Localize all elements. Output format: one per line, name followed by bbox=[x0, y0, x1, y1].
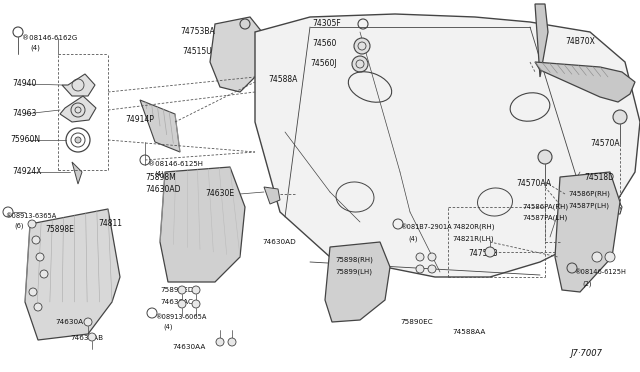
Circle shape bbox=[84, 318, 92, 326]
Polygon shape bbox=[140, 100, 180, 152]
Text: 74914P: 74914P bbox=[125, 115, 154, 125]
Text: 74586PA(RH): 74586PA(RH) bbox=[522, 204, 568, 210]
Text: 74820R(RH): 74820R(RH) bbox=[452, 224, 495, 230]
Circle shape bbox=[416, 265, 424, 273]
Text: (4): (4) bbox=[30, 45, 40, 51]
Polygon shape bbox=[264, 187, 280, 204]
Circle shape bbox=[613, 110, 627, 124]
Text: 74570A: 74570A bbox=[590, 140, 620, 148]
Text: 74821R(LH): 74821R(LH) bbox=[452, 236, 493, 242]
Polygon shape bbox=[535, 62, 635, 102]
Text: (6): (6) bbox=[14, 223, 24, 229]
Text: ®081B7-2901A: ®081B7-2901A bbox=[400, 224, 452, 230]
Circle shape bbox=[88, 333, 96, 341]
Circle shape bbox=[228, 338, 236, 346]
Text: 74753B: 74753B bbox=[468, 250, 497, 259]
Text: 75960N: 75960N bbox=[10, 135, 40, 144]
Polygon shape bbox=[210, 17, 265, 92]
Circle shape bbox=[32, 236, 40, 244]
Text: 74811: 74811 bbox=[98, 219, 122, 228]
Text: (2): (2) bbox=[582, 281, 591, 287]
Text: 74963: 74963 bbox=[12, 109, 36, 119]
Text: 74630AD: 74630AD bbox=[145, 185, 180, 193]
Text: 74586P(RH): 74586P(RH) bbox=[568, 191, 610, 197]
Circle shape bbox=[538, 150, 552, 164]
Circle shape bbox=[178, 286, 186, 294]
Text: 74630AC: 74630AC bbox=[160, 299, 193, 305]
Text: ®08146-6125H: ®08146-6125H bbox=[148, 161, 203, 167]
Circle shape bbox=[416, 253, 424, 261]
Text: 74560: 74560 bbox=[312, 39, 337, 48]
Text: (4): (4) bbox=[163, 324, 173, 330]
Text: 74518D: 74518D bbox=[584, 173, 614, 182]
Polygon shape bbox=[160, 167, 245, 282]
Text: 75898E: 75898E bbox=[45, 224, 74, 234]
Circle shape bbox=[192, 286, 200, 294]
Circle shape bbox=[485, 247, 495, 257]
Circle shape bbox=[178, 300, 186, 308]
Text: ®08913-6365A: ®08913-6365A bbox=[5, 213, 56, 219]
Circle shape bbox=[354, 38, 370, 54]
Text: 75898M: 75898M bbox=[145, 173, 176, 182]
Circle shape bbox=[36, 253, 44, 261]
Text: 74588A: 74588A bbox=[268, 76, 298, 84]
Text: 74630A: 74630A bbox=[55, 319, 83, 325]
Circle shape bbox=[29, 288, 37, 296]
Text: 74630AD: 74630AD bbox=[262, 239, 296, 245]
Text: 74305F: 74305F bbox=[312, 19, 340, 29]
Circle shape bbox=[34, 303, 42, 311]
Circle shape bbox=[428, 253, 436, 261]
Text: 74630AA: 74630AA bbox=[172, 344, 205, 350]
Circle shape bbox=[28, 220, 36, 228]
Text: 74587PA(LH): 74587PA(LH) bbox=[522, 215, 567, 221]
Text: ®08146-6162G: ®08146-6162G bbox=[22, 35, 77, 41]
Circle shape bbox=[605, 252, 615, 262]
Text: 75898ED: 75898ED bbox=[160, 287, 193, 293]
Polygon shape bbox=[72, 162, 82, 184]
Circle shape bbox=[592, 252, 602, 262]
Text: 74924X: 74924X bbox=[12, 167, 42, 176]
Polygon shape bbox=[25, 209, 120, 340]
Text: 74515U: 74515U bbox=[182, 48, 212, 57]
Polygon shape bbox=[325, 242, 390, 322]
Text: 75890EC: 75890EC bbox=[400, 319, 433, 325]
Polygon shape bbox=[62, 74, 95, 96]
Text: J7·7007: J7·7007 bbox=[570, 350, 602, 359]
Text: 74587P(LH): 74587P(LH) bbox=[568, 203, 609, 209]
Polygon shape bbox=[535, 4, 548, 77]
Text: 74560J: 74560J bbox=[310, 60, 337, 68]
Text: (4): (4) bbox=[408, 236, 417, 242]
Text: 74630AB: 74630AB bbox=[70, 335, 103, 341]
Polygon shape bbox=[60, 96, 96, 122]
Circle shape bbox=[75, 137, 81, 143]
Text: 75899(LH): 75899(LH) bbox=[335, 269, 372, 275]
Circle shape bbox=[216, 338, 224, 346]
Text: 74588AA: 74588AA bbox=[452, 329, 485, 335]
Text: (4): (4) bbox=[154, 171, 164, 177]
Circle shape bbox=[40, 270, 48, 278]
Text: 74B70X: 74B70X bbox=[565, 38, 595, 46]
Polygon shape bbox=[555, 172, 620, 292]
Circle shape bbox=[192, 300, 200, 308]
Text: 74753BA: 74753BA bbox=[180, 28, 215, 36]
Text: 74630E: 74630E bbox=[205, 189, 234, 199]
Text: ®08146-6125H: ®08146-6125H bbox=[574, 269, 626, 275]
Text: ®08913-6065A: ®08913-6065A bbox=[155, 314, 206, 320]
Circle shape bbox=[352, 56, 368, 72]
Circle shape bbox=[428, 265, 436, 273]
Text: 74570AA: 74570AA bbox=[516, 180, 551, 189]
Text: 75898(RH): 75898(RH) bbox=[335, 257, 373, 263]
Polygon shape bbox=[255, 14, 640, 277]
Text: 74940: 74940 bbox=[12, 80, 36, 89]
